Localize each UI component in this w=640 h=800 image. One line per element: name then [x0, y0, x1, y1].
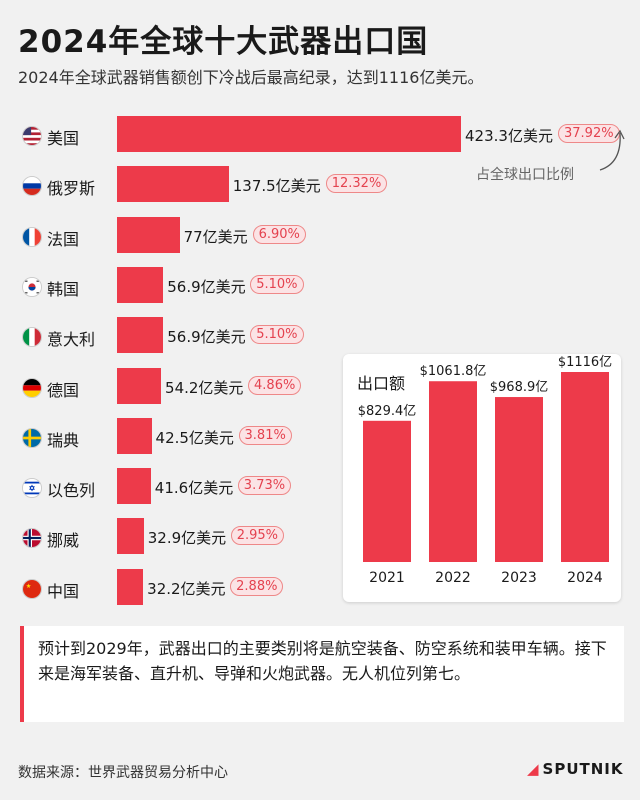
country-name: 意大利	[47, 330, 96, 350]
value-label: 32.2亿美元	[147, 579, 226, 598]
sweden-flag-icon	[22, 427, 42, 448]
logo-arrow-icon: ◢	[527, 760, 540, 778]
year-bar	[363, 420, 411, 562]
sputnik-logo: ◢ SPUTNIK	[527, 760, 624, 778]
year-tick-label: 2023	[501, 570, 537, 586]
export-bar	[117, 216, 180, 253]
country-row: 以色列 41.6亿美元 3.73%	[0, 468, 640, 505]
country-name: 俄罗斯	[47, 179, 96, 199]
italy-flag-icon	[22, 327, 42, 348]
year-value-label: $1116亿	[558, 355, 612, 370]
value-label: 41.6亿美元	[154, 479, 234, 498]
us-flag-icon	[22, 126, 42, 146]
country-row: 美国 423.3亿美元 37.92%	[0, 116, 640, 152]
year-value-label: $968.9亿	[490, 380, 549, 395]
year-tick-label: 2021	[369, 570, 405, 586]
share-badge: 2.95%	[230, 526, 285, 546]
country-row: ★ 中国 32.2亿美元 2.88%	[0, 568, 640, 605]
country-row: 瑞典 42.5亿美元 3.81%	[0, 417, 640, 454]
export-bar	[117, 417, 152, 454]
curved-arrow-icon	[599, 129, 625, 171]
logo-text: SPUTNIK	[542, 760, 624, 778]
country-name: 韩国	[47, 279, 80, 299]
export-volume-panel: 出口额 $829.4亿 2021 $1061.8亿 2022 $968.9亿 2023 $1…	[343, 354, 621, 602]
year-value-label: $829.4亿	[358, 404, 417, 419]
share-badge: 5.10%	[250, 325, 304, 345]
value-label: 32.9亿美元	[147, 529, 227, 548]
export-bar	[117, 568, 144, 605]
country-name: 挪威	[47, 531, 80, 551]
year-bar	[561, 372, 609, 562]
country-name: 以色列	[47, 481, 96, 501]
france-flag-icon	[22, 226, 42, 247]
page-subtitle: 2024年全球武器销售额创下冷战后最高纪录，达到1116亿美元。	[18, 68, 484, 87]
year-bar	[429, 381, 477, 562]
export-bar	[117, 166, 229, 203]
country-row: 意大利 56.9亿美元 5.10%	[0, 317, 640, 354]
data-source: 数据来源：世界武器贸易分析中心	[18, 765, 228, 781]
forecast-box: 预计到2029年，武器出口的主要类别将是航空装备、防空系统和装甲车辆。接下来是海…	[20, 626, 624, 722]
country-row: 韩国 56.9亿美元 5.10%	[0, 266, 640, 303]
export-bar	[117, 367, 162, 404]
svg-text:★: ★	[26, 583, 32, 590]
export-bar	[117, 116, 461, 152]
share-badge: 12.32%	[325, 174, 388, 194]
inset-title: 出口额	[357, 374, 406, 393]
norway-flag-icon	[22, 528, 42, 549]
forecast-text: 预计到2029年，武器出口的主要类别将是航空装备、防空系统和装甲车辆。接下来是海…	[38, 639, 607, 683]
share-badge: 3.81%	[238, 425, 292, 445]
korea-flag-icon	[22, 276, 42, 297]
germany-flag-icon	[22, 377, 42, 398]
country-row: 挪威 32.9亿美元 2.95%	[0, 518, 640, 555]
value-label: 42.5亿美元	[155, 428, 234, 447]
country-name: 美国	[47, 129, 80, 148]
value-label: 137.5亿美元	[232, 177, 321, 196]
share-badge: 37.92%	[558, 124, 620, 143]
russia-flag-icon	[22, 176, 42, 197]
export-bar	[117, 518, 144, 555]
yearly-export-chart: $829.4亿 2021 $1061.8亿 2022 $968.9亿 2023 $1116亿…	[358, 355, 612, 586]
value-label: 54.2亿美元	[165, 378, 244, 397]
page-title: 2024年全球十大武器出口国	[18, 24, 429, 60]
country-row: 俄罗斯 137.5亿美元 12.32%	[0, 166, 640, 203]
year-bar	[495, 397, 543, 562]
share-badge: 4.86%	[248, 375, 302, 395]
value-label: 56.9亿美元	[167, 328, 246, 347]
share-badge: 2.88%	[230, 576, 284, 596]
china-flag-icon: ★	[22, 578, 42, 599]
export-bar	[117, 317, 164, 354]
year-tick-label: 2022	[435, 570, 471, 586]
year-tick-label: 2024	[567, 570, 603, 586]
export-bar	[117, 266, 164, 303]
country-row: 德国 54.2亿美元 4.86%	[0, 367, 640, 404]
year-value-label: $1061.8亿	[420, 364, 487, 379]
country-name: 中国	[47, 581, 80, 601]
country-row: 法国 77亿美元 6.90%	[0, 216, 640, 253]
country-name: 德国	[47, 380, 80, 400]
share-badge: 5.10%	[250, 274, 304, 294]
share-note: 占全球出口比例	[476, 167, 574, 183]
country-name: 法国	[47, 229, 80, 249]
value-label: 423.3亿美元	[465, 127, 553, 145]
share-badge: 3.73%	[237, 476, 292, 496]
share-badge: 6.90%	[252, 224, 306, 244]
country-name: 瑞典	[47, 430, 80, 450]
export-bar	[117, 468, 151, 505]
value-label: 56.9亿美元	[167, 277, 246, 296]
value-label: 77亿美元	[183, 227, 248, 246]
israel-flag-icon	[22, 478, 42, 499]
